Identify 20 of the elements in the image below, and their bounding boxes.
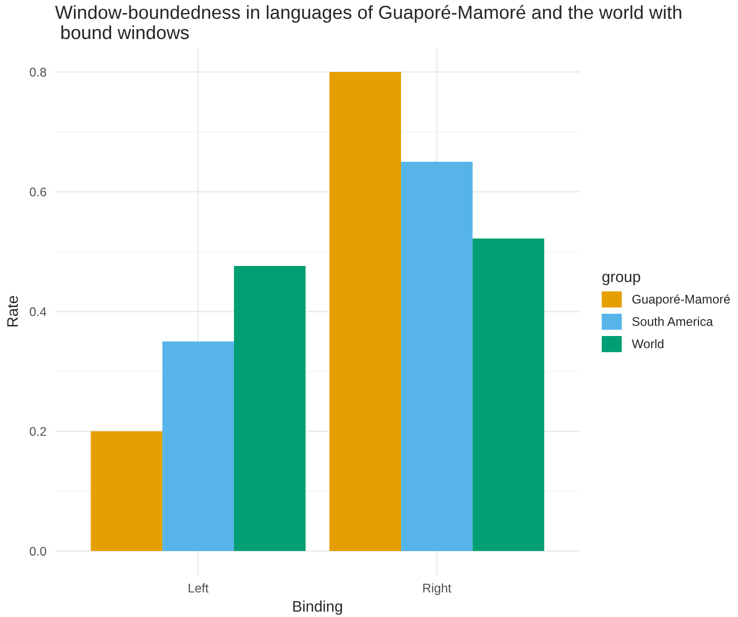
y-tick-label: 0.8 [30,68,46,77]
y-tick-label: 0.6 [30,188,46,196]
y-axis-title: Rate [7,296,18,326]
bar [90,431,162,552]
legend-label: Guaporé-Mamoré [632,294,730,306]
bar [234,266,306,552]
x-axis-title: Binding [293,600,342,615]
chart-title: Window-boundedness in languages of Guaporé-Mamoré and the world with bound windows [55,5,682,40]
bar [472,238,544,552]
legend-label: World [632,339,664,348]
y-tick-label: 0.4 [30,307,46,316]
bar [401,162,473,552]
legend-title: group [602,274,640,286]
y-tick-label: 0.2 [30,427,46,436]
bar [162,341,234,552]
bar [329,72,402,552]
x-tick-label: Right [423,583,452,595]
y-tick-label: 0.0 [30,546,46,556]
x-tick-label: Left [188,583,209,593]
legend-label: South America [632,316,714,326]
